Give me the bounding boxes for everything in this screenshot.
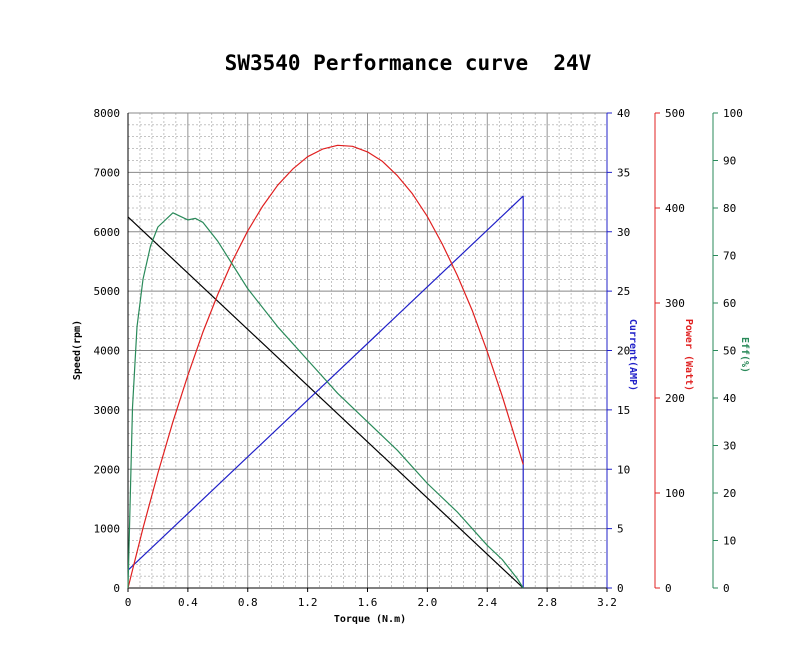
efficiency-tick-label: 80 — [723, 202, 736, 215]
current-tick-label: 0 — [617, 582, 624, 595]
x-tick-label: 2.4 — [477, 596, 497, 609]
power-axis-label: Power (Watt) — [683, 319, 694, 391]
current-tick-label: 35 — [617, 166, 630, 179]
speed-axis-label: Speed(rpm) — [72, 320, 83, 380]
grid — [127, 112, 608, 589]
power-tick-label: 300 — [665, 297, 685, 310]
efficiency-tick-label: 10 — [723, 535, 736, 548]
current-tick-label: 5 — [617, 523, 624, 536]
power-tick-label: 0 — [665, 582, 672, 595]
x-tick-label: 2.8 — [537, 596, 557, 609]
current-tick-label: 30 — [617, 226, 630, 239]
x-tick-label: 3.2 — [597, 596, 617, 609]
series-lines — [127, 144, 524, 589]
speed-tick-label: 8000 — [94, 107, 121, 120]
current-tick-label: 10 — [617, 463, 630, 476]
chart-title: SW3540 Performance curve 24V — [225, 51, 592, 75]
efficiency-tick-label: 60 — [723, 297, 736, 310]
efficiency-tick-label: 0 — [723, 582, 730, 595]
current-axis-label: Current(AMP) — [627, 319, 638, 391]
efficiency-tick-label: 20 — [723, 487, 736, 500]
x-tick-label: 0.4 — [178, 596, 198, 609]
power-tick-label: 100 — [665, 487, 685, 500]
efficiency-tick-label: 100 — [723, 107, 743, 120]
speed-tick-label: 0 — [113, 582, 120, 595]
efficiency-axis-label: Eff(%) — [739, 337, 750, 373]
current-tick-label: 15 — [617, 404, 630, 417]
current-curve — [127, 195, 524, 588]
speed-tick-label: 7000 — [94, 166, 121, 179]
efficiency-tick-label: 70 — [723, 250, 736, 263]
efficiency-tick-label: 90 — [723, 155, 736, 168]
speed-tick-label: 1000 — [94, 523, 121, 536]
current-tick-label: 20 — [617, 345, 630, 358]
efficiency-curve — [127, 212, 524, 589]
efficiency-tick-label: 50 — [723, 345, 736, 358]
x-axis-label: Torque (N.m) — [334, 614, 406, 625]
tick-labels: 0 0.4 0.8 1.2 1.6 2.0 2.4 2.8 3.2010002000300040… — [72, 107, 750, 609]
current-tick-label: 25 — [617, 285, 630, 298]
current-tick-label: 40 — [617, 107, 630, 120]
speed-curve — [127, 216, 524, 589]
power-tick-label: 500 — [665, 107, 685, 120]
speed-tick-label: 4000 — [94, 345, 121, 358]
efficiency-tick-label: 40 — [723, 392, 736, 405]
x-tick-label: 1.2 — [298, 596, 318, 609]
power-curve — [127, 144, 524, 589]
speed-tick-label: 5000 — [94, 285, 121, 298]
x-tick-label: 2.0 — [417, 596, 437, 609]
x-tick-label: 0 — [125, 596, 132, 609]
x-tick-label: 0.8 — [238, 596, 258, 609]
speed-tick-label: 6000 — [94, 226, 121, 239]
speed-tick-label: 3000 — [94, 404, 121, 417]
speed-tick-label: 2000 — [94, 463, 121, 476]
power-tick-label: 200 — [665, 392, 685, 405]
efficiency-tick-label: 30 — [723, 440, 736, 453]
axes — [127, 112, 718, 592]
power-tick-label: 400 — [665, 202, 685, 215]
x-tick-label: 1.6 — [358, 596, 378, 609]
